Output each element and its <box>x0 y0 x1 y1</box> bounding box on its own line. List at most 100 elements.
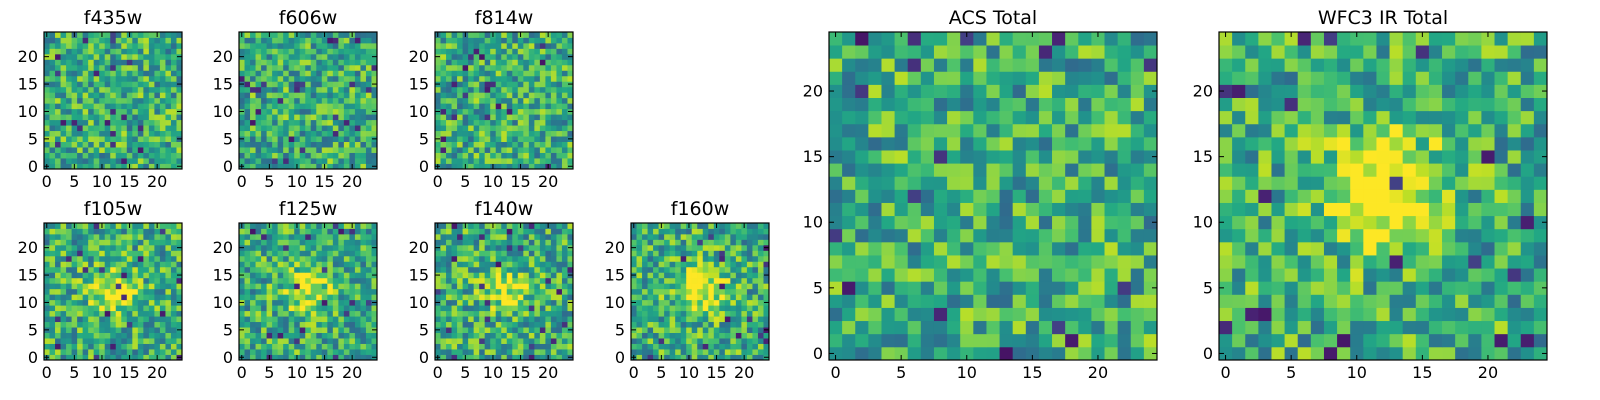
pixel-cell <box>305 108 312 115</box>
pixel-cell <box>148 239 155 246</box>
pixel-cell <box>283 327 290 333</box>
pixel-cell <box>653 272 659 279</box>
pixel-cell <box>435 70 441 77</box>
pixel-cell <box>947 150 961 164</box>
pixel-cell <box>517 294 524 301</box>
pixel-cell <box>283 103 290 110</box>
pixel-cell <box>550 158 557 164</box>
pixel-cell <box>338 272 345 279</box>
pixel-cell <box>71 299 78 306</box>
pixel-cell <box>446 250 452 257</box>
pixel-cell <box>462 97 469 104</box>
pixel-cell <box>1091 333 1105 348</box>
pixel-cell <box>170 239 177 246</box>
pixel-cell <box>272 343 279 350</box>
pixel-cell <box>294 136 301 142</box>
pixel-cell <box>88 130 95 137</box>
pixel-cell <box>479 223 486 229</box>
pixel-cell <box>490 42 497 49</box>
pixel-cell <box>631 349 637 355</box>
pixel-cell <box>631 255 637 262</box>
pixel-cell <box>881 255 895 269</box>
pixel-cell <box>310 299 317 306</box>
pixel-cell <box>316 277 323 284</box>
pixel-cell <box>1012 307 1027 322</box>
pixel-cell <box>528 310 535 317</box>
pixel-cell <box>349 272 356 279</box>
pixel-cell <box>479 272 486 279</box>
pixel-cell <box>310 48 317 55</box>
pixel-cell <box>250 48 256 55</box>
pixel-cell <box>697 316 704 323</box>
pixel-cell <box>82 152 89 159</box>
pixel-cell <box>506 266 513 273</box>
pixel-cell <box>894 150 909 164</box>
pixel-cell <box>143 277 150 284</box>
pixel-cell <box>121 332 128 339</box>
pixel-cell <box>534 244 541 251</box>
pixel-cell <box>159 136 166 142</box>
pixel-cell <box>457 343 463 350</box>
pixel-cell <box>763 338 770 344</box>
pixel-cell <box>332 125 339 132</box>
pixel-cell <box>457 228 463 235</box>
pixel-cell <box>261 321 267 328</box>
pixel-cell <box>1104 346 1119 361</box>
pixel-cell <box>545 37 552 44</box>
pixel-cell <box>305 163 312 170</box>
pixel-cell <box>664 233 671 240</box>
pixel-cell <box>261 32 267 38</box>
pixel-cell <box>148 37 155 44</box>
pixel-cell <box>697 233 704 240</box>
pixel-cell <box>170 261 177 268</box>
pixel-cell <box>93 147 100 153</box>
pixel-cell <box>266 233 273 240</box>
pixel-cell <box>697 299 704 306</box>
pixel-cell <box>55 277 61 284</box>
pixel-cell <box>506 152 513 159</box>
pixel-cell <box>539 125 546 132</box>
pixel-cell <box>468 53 475 60</box>
pixel-cell <box>468 119 475 126</box>
pixel-cell <box>647 233 654 240</box>
pixel-cell <box>305 32 312 38</box>
pixel-cell <box>137 103 144 110</box>
pixel-cell <box>534 233 541 240</box>
pixel-cell <box>1117 255 1132 269</box>
pixel-cell <box>288 255 295 262</box>
pixel-cell <box>636 272 643 279</box>
pixel-cell <box>473 255 480 262</box>
pixel-cell <box>126 103 133 110</box>
pixel-cell <box>528 250 535 257</box>
pixel-cell <box>66 332 72 339</box>
pixel-cell <box>272 53 279 60</box>
pixel-cell <box>365 86 372 93</box>
pixel-cell <box>176 305 183 312</box>
pixel-cell <box>283 75 290 82</box>
pixel-cell <box>446 233 452 240</box>
pixel-cell <box>255 130 262 137</box>
pixel-cell <box>55 130 61 137</box>
pixel-cell <box>534 141 541 148</box>
pixel-cell <box>277 125 284 132</box>
pixel-cell <box>1025 294 1040 308</box>
pixel-cell <box>457 114 463 121</box>
pixel-cell <box>1078 163 1092 177</box>
pixel-cell <box>272 316 279 323</box>
pixel-cell <box>1117 346 1132 361</box>
pixel-cell <box>473 136 480 142</box>
pixel-cell <box>462 75 469 82</box>
pixel-cell <box>462 349 469 355</box>
pixel-cell <box>440 223 447 229</box>
pixel-cell <box>82 119 89 126</box>
pixel-cell <box>528 316 535 323</box>
pixel-cell <box>479 321 486 328</box>
pixel-cell <box>143 97 150 104</box>
pixel-cell <box>457 316 463 323</box>
pixel-cell <box>746 321 753 328</box>
pixel-cell <box>272 64 279 71</box>
pixel-cell <box>763 332 770 339</box>
pixel-cell <box>60 272 67 279</box>
pixel-cell <box>528 255 535 262</box>
pixel-cell <box>479 228 486 235</box>
